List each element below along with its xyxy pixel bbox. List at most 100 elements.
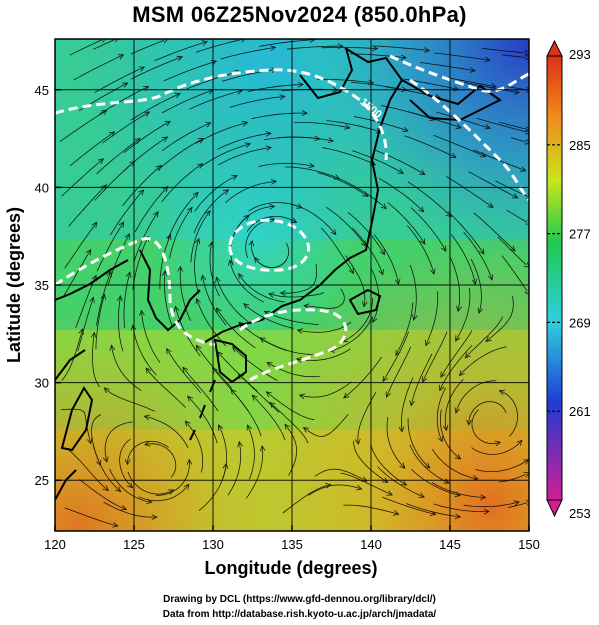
streamline-arrow [177, 265, 184, 272]
streamline [386, 346, 412, 398]
streamline [107, 233, 130, 286]
streamline-arrow [516, 439, 523, 446]
streamline-arrow [524, 50, 529, 56]
streamline [195, 122, 248, 144]
streamline-arrow [115, 486, 122, 493]
streamline [227, 441, 241, 496]
streamline-arrow [246, 424, 252, 431]
streamline [317, 172, 369, 197]
chart-title: MSM 06Z25Nov2024 (850.0hPa) [132, 2, 467, 27]
streamline [299, 381, 352, 398]
streamline-arrow [97, 158, 104, 165]
streamline [132, 325, 157, 376]
streamline-arrow [265, 391, 272, 398]
streamline [498, 474, 526, 483]
streamline-arrow [265, 131, 272, 137]
streamline [508, 502, 528, 508]
streamline-arrow [409, 400, 416, 407]
streamline-arrow [138, 189, 145, 196]
streamline [95, 294, 105, 350]
streamline-arrow [400, 480, 408, 486]
streamline-arrow [155, 164, 162, 171]
streamline-arrow [243, 214, 250, 221]
streamline-arrow [386, 490, 394, 496]
y-tick-label: 35 [35, 278, 49, 293]
streamline [189, 90, 243, 110]
streamline [286, 45, 343, 50]
streamline [62, 249, 92, 299]
streamline-arrow [127, 482, 134, 489]
streamline [410, 207, 447, 252]
streamline-arrow [216, 307, 222, 314]
streamline-arrow [343, 392, 350, 399]
coastlines [55, 47, 502, 501]
streamline [247, 424, 255, 480]
streamline [431, 448, 478, 480]
streamline [266, 391, 315, 421]
streamline-arrow [419, 238, 426, 245]
streamline-arrow [89, 296, 95, 304]
colorbar-tick-label: 277 [569, 227, 591, 242]
streamline [220, 47, 276, 60]
streamline [377, 466, 425, 498]
streamline-arrow [378, 269, 384, 276]
streamline [502, 54, 527, 58]
streamline-arrow [279, 290, 286, 297]
streamline [266, 362, 321, 378]
streamline-arrow [455, 335, 461, 342]
streamline-arrow [523, 262, 529, 268]
streamline [190, 210, 211, 263]
streamline-arrow [144, 440, 151, 447]
streamline [163, 60, 217, 82]
streamline [251, 240, 288, 269]
streamline-arrow [348, 267, 354, 275]
streamline-arrow [372, 45, 379, 52]
streamline-arrow [270, 179, 278, 185]
streamline-arrow [424, 462, 431, 469]
streamline [433, 135, 486, 157]
streamline-arrow [423, 47, 431, 53]
streamline [198, 463, 227, 511]
streamline [94, 66, 145, 94]
streamline-arrow [101, 109, 108, 116]
streamline-arrow [524, 54, 529, 61]
streamline [68, 184, 107, 227]
streamline-arrow [513, 88, 520, 95]
streamline-arrow [114, 39, 119, 43]
streamline [404, 135, 457, 158]
streamline-arrow [100, 293, 106, 300]
colorbar-tick-label: 293 [569, 47, 591, 62]
streamline [353, 440, 388, 483]
streamline [459, 346, 507, 376]
colorbar: 293 285 277 269 261 253 [546, 39, 591, 521]
streamline [166, 348, 202, 394]
streamline [268, 292, 325, 298]
streamline [419, 62, 476, 72]
streamline [347, 212, 385, 255]
streamline-arrow [520, 166, 527, 172]
streamline-arrow [237, 440, 243, 448]
streamline-arrow [122, 82, 129, 88]
streamline-arrow [458, 370, 465, 377]
streamline-arrow [112, 521, 119, 528]
streamline [395, 302, 414, 356]
streamline [61, 408, 92, 444]
streamline [202, 275, 227, 326]
y-tick-label: 45 [35, 83, 49, 98]
streamline-arrow [85, 248, 92, 256]
streamline-arrow [419, 169, 426, 175]
streamline [436, 387, 446, 442]
streamline-arrow [356, 484, 363, 491]
streamline [91, 332, 100, 388]
streamline [446, 176, 494, 208]
streamline-arrow [296, 328, 304, 334]
streamline-arrow [204, 122, 212, 128]
streamline [444, 379, 464, 431]
streamline [409, 444, 450, 484]
streamline-arrow [418, 206, 425, 213]
streamline [167, 192, 199, 240]
streamline-arrow [477, 307, 484, 314]
credit-data: Data from http://database.rish.kyoto-u.a… [162, 609, 437, 620]
streamline-arrow [118, 221, 125, 228]
streamline-arrow [108, 131, 116, 138]
